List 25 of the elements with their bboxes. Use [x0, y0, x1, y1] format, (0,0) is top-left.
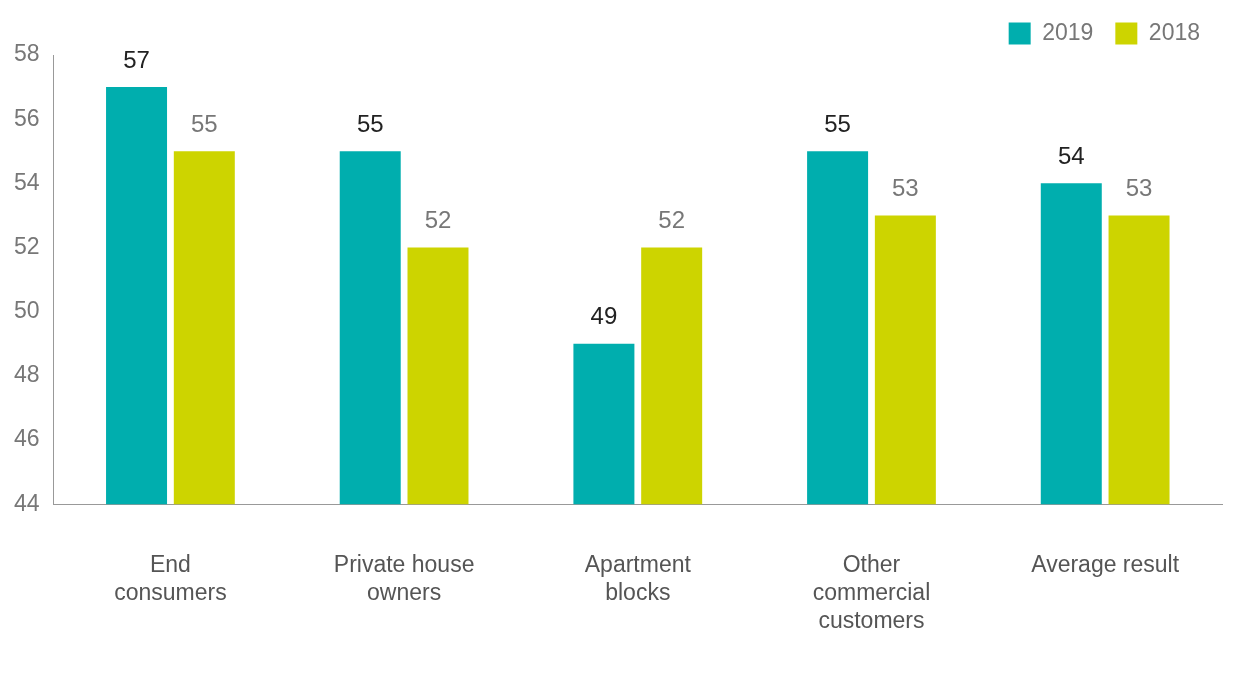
data-label: 49 — [590, 302, 618, 330]
data-label: 52 — [424, 206, 452, 234]
x-tick-label: End consumers — [114, 551, 227, 605]
legend-label: 2018 — [1148, 18, 1201, 45]
y-tick-label: 48 — [13, 361, 40, 388]
y-tick-label: 46 — [13, 425, 40, 452]
y-tick-label: 58 — [13, 40, 40, 67]
x-tick-label: Other commercial customers — [812, 551, 931, 633]
legend-label: 2019 — [1042, 18, 1094, 45]
data-label: 53 — [1125, 174, 1153, 202]
y-tick-label: 44 — [13, 489, 40, 516]
data-label: 52 — [658, 206, 686, 234]
data-label: 55 — [190, 109, 218, 137]
y-tick-label: 52 — [13, 232, 40, 259]
y-tick-label: 50 — [13, 297, 40, 324]
x-tick-label: Private house owners — [333, 551, 475, 605]
data-label: 55 — [356, 109, 384, 137]
data-label: 54 — [1057, 141, 1085, 169]
data-label: 55 — [824, 109, 851, 137]
data-label: 57 — [123, 45, 150, 73]
x-tick-label: Average result — [1031, 551, 1180, 578]
data-label: 53 — [892, 174, 919, 202]
y-tick-label: 54 — [13, 168, 40, 195]
x-tick-label: Apartment blocks — [584, 551, 692, 605]
y-tick-label: 56 — [13, 104, 40, 131]
